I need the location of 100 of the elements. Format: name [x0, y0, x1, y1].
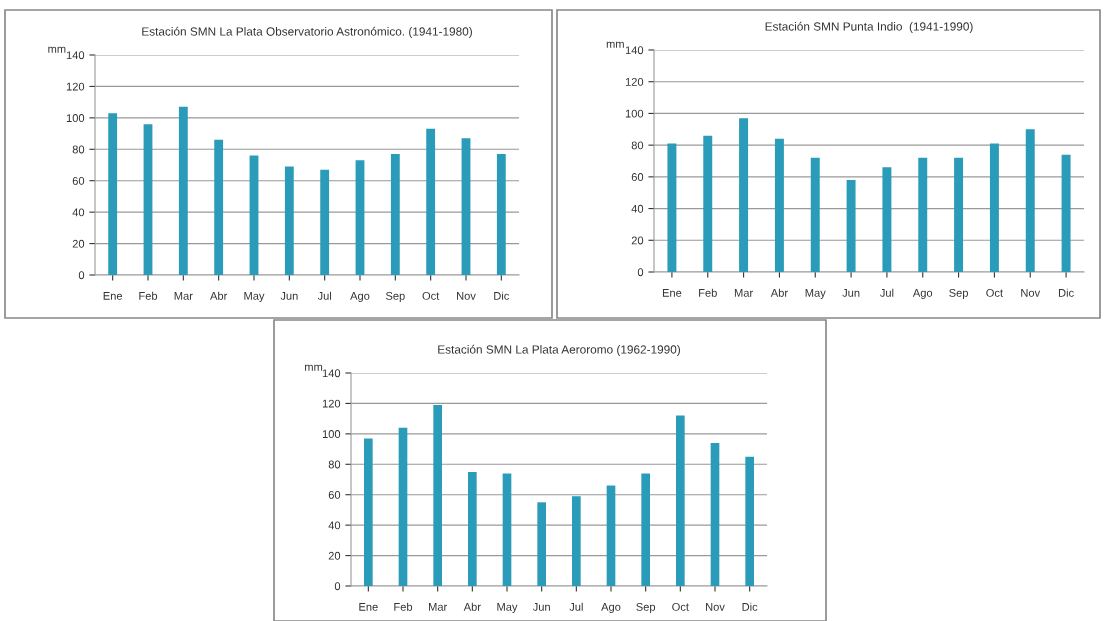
bar — [178, 106, 188, 275]
bar — [572, 496, 581, 586]
bar — [989, 143, 999, 272]
chart-title: Estación SMN La Plata Observatorio Astronómico. (1941-1980) — [142, 26, 472, 38]
bar — [143, 124, 153, 275]
x-tick-label: Nov — [457, 292, 476, 300]
x-tick-label: Mar — [429, 603, 448, 611]
bar — [320, 169, 330, 275]
bar — [710, 442, 720, 586]
bar — [1025, 129, 1035, 272]
x-tick-label: Ene — [359, 603, 378, 611]
bar — [810, 157, 820, 272]
y-tick-label: 140 — [625, 46, 644, 55]
y-axis-title: mm — [606, 41, 624, 48]
x-tick-label: Jul — [879, 288, 894, 297]
bar — [502, 473, 512, 586]
y-tick-label: 20 — [72, 239, 85, 248]
bar — [1061, 154, 1071, 272]
bar — [214, 139, 224, 275]
x-tick-label: Mar — [734, 289, 753, 297]
y-tick-label: 100 — [625, 109, 644, 118]
bar — [774, 138, 784, 272]
y-tick-label: 80 — [631, 141, 644, 150]
y-tick-label: 40 — [72, 208, 85, 217]
bar — [284, 166, 294, 275]
x-tick-label: Feb — [699, 288, 717, 297]
y-axis-title: mm — [305, 364, 323, 371]
chart-title: Estación SMN Punta Indio (1941-1990) — [765, 21, 973, 33]
bar — [433, 404, 442, 586]
x-tick-label: Ago — [601, 603, 621, 614]
bar — [537, 502, 546, 586]
x-tick-label: Nov — [1021, 289, 1041, 297]
x-tick-label: Abr — [463, 602, 481, 611]
y-tick-label: 100 — [66, 114, 85, 122]
bar — [882, 167, 892, 272]
x-tick-label: Mar — [174, 292, 193, 300]
x-tick-label: May — [805, 289, 826, 300]
x-tick-label: Nov — [706, 603, 725, 611]
chart-title: Estación SMN La Plata Aeroromo (1962-1990) — [438, 344, 680, 356]
bar — [355, 160, 365, 275]
x-tick-label: May — [244, 292, 265, 303]
x-tick-label: Sep — [636, 602, 656, 614]
bar — [108, 113, 118, 275]
bar — [676, 415, 685, 586]
x-tick-label: Oct — [986, 288, 1003, 297]
y-tick-label: 100 — [322, 430, 341, 438]
y-tick-label: 120 — [625, 77, 644, 86]
bar — [468, 471, 477, 586]
x-tick-label: May — [497, 603, 518, 614]
x-tick-label: Ene — [662, 289, 682, 297]
y-tick-label: 40 — [328, 521, 341, 530]
bar — [606, 485, 616, 586]
y-tick-label: 20 — [631, 236, 644, 245]
y-tick-label: 0 — [334, 582, 341, 591]
x-tick-label: Ene — [103, 292, 123, 300]
bar — [364, 438, 373, 586]
bar — [918, 157, 928, 272]
x-tick-label: Abr — [770, 288, 788, 297]
y-axis-title: mm — [48, 46, 66, 53]
x-tick-label: Feb — [394, 602, 413, 611]
bar — [249, 155, 259, 275]
y-tick-label: 60 — [328, 490, 341, 499]
x-tick-label: Ago — [912, 289, 933, 300]
x-tick-label: Oct — [422, 291, 440, 300]
x-tick-label: Jun — [532, 603, 550, 611]
x-tick-label: Sep — [385, 291, 405, 303]
y-tick-label: 20 — [328, 551, 341, 560]
x-tick-label: Abr — [210, 291, 228, 300]
bar — [667, 143, 677, 272]
bar — [641, 473, 650, 586]
x-tick-label: Jul — [317, 291, 332, 300]
x-tick-label: Ago — [350, 292, 370, 303]
y-tick-label: 0 — [637, 268, 644, 277]
x-tick-label: Dic — [494, 291, 510, 300]
y-tick-label: 60 — [72, 176, 85, 185]
x-tick-label: Dic — [1058, 288, 1074, 297]
y-tick-label: 40 — [631, 204, 644, 213]
y-tick-label: 80 — [328, 460, 341, 469]
y-tick-label: 140 — [66, 51, 85, 60]
bar — [954, 157, 964, 272]
x-tick-label: Feb — [139, 291, 158, 300]
y-tick-label: 120 — [66, 82, 85, 91]
y-tick-label: 120 — [322, 399, 341, 408]
x-tick-label: Sep — [949, 288, 968, 300]
bar — [739, 118, 749, 272]
bar — [398, 427, 408, 586]
y-tick-label: 0 — [78, 271, 85, 280]
bar — [846, 180, 856, 272]
x-tick-label: Jul — [569, 602, 583, 611]
x-tick-label: Dic — [742, 602, 758, 611]
y-tick-label: 140 — [322, 369, 341, 378]
bar — [426, 128, 436, 275]
x-tick-label: Oct — [672, 602, 689, 611]
bar — [703, 135, 713, 272]
bar — [496, 154, 506, 275]
bar — [390, 154, 400, 275]
y-tick-label: 80 — [72, 145, 85, 154]
bar — [745, 456, 754, 586]
bar — [461, 138, 471, 275]
x-tick-label: Jun — [280, 292, 298, 300]
